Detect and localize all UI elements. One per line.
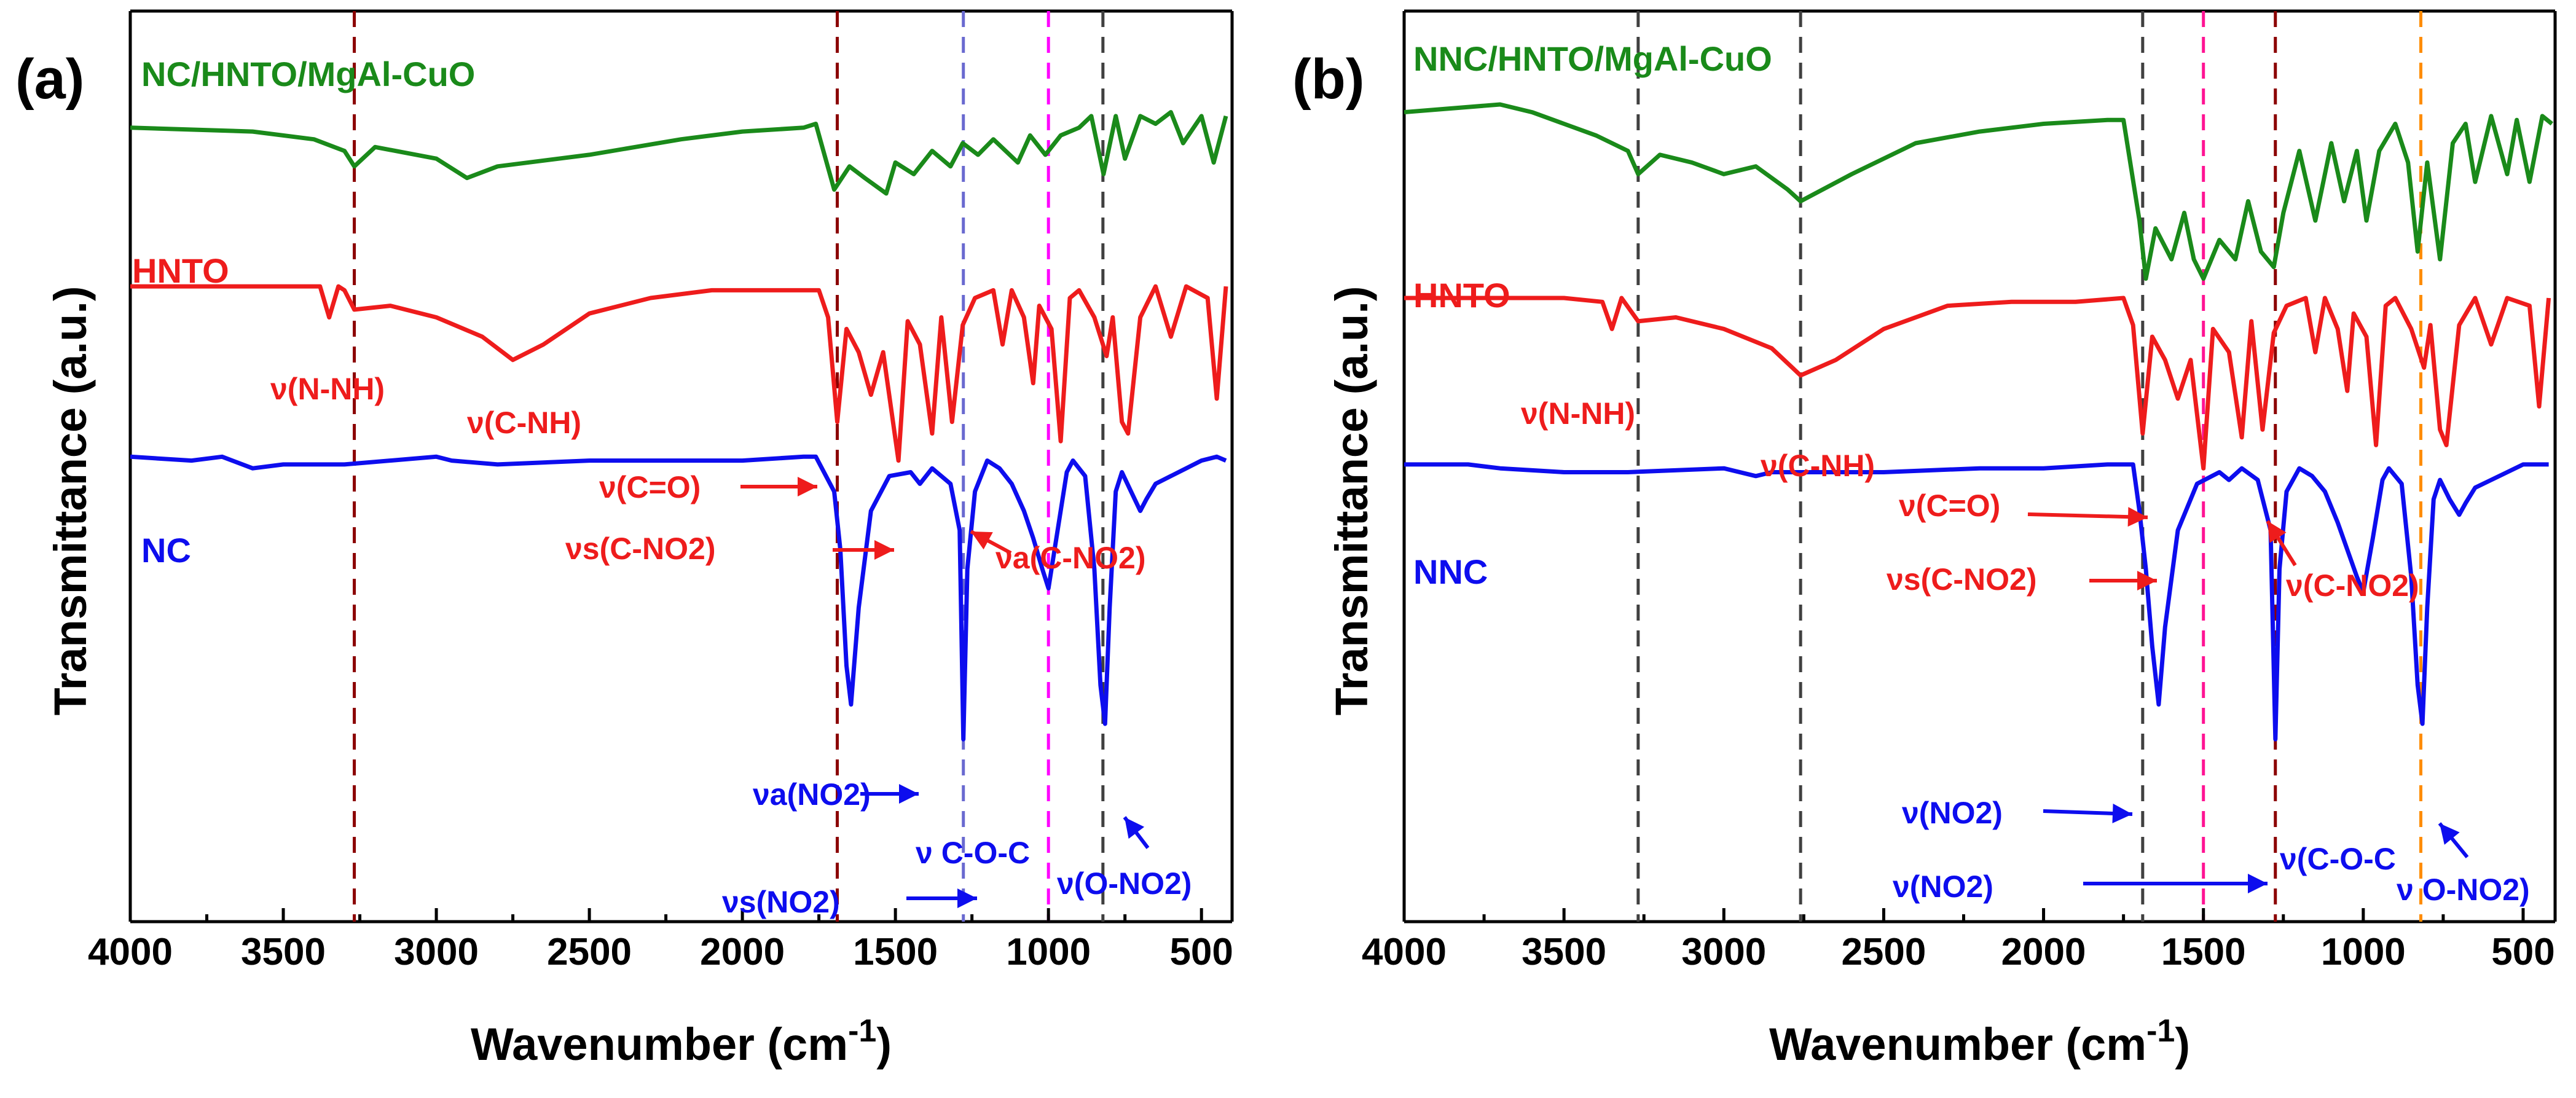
peak-annotation: ν(C-O-C	[2280, 842, 2396, 876]
peak-annotation: ν O-NO2)	[2397, 873, 2530, 907]
series-label: NC/HNTO/MgAl-CuO	[141, 55, 475, 93]
annotation-arrow	[2027, 512, 2148, 519]
x-tick-label: 2500	[547, 931, 632, 973]
x-tick-label: 1500	[853, 931, 938, 973]
peak-annotation: ν(C-NH)	[1761, 449, 1875, 483]
annotation-arrowhead	[2127, 507, 2148, 527]
peak-annotation: νa(NO2)	[753, 777, 871, 812]
series-label: NNC	[1413, 552, 1488, 591]
y-axis-title: Transmittance (a.u.)	[1326, 286, 1377, 715]
annotation-arrowhead	[2137, 571, 2157, 590]
peak-annotation: ν(C=O)	[599, 470, 701, 504]
peak-annotation: νa(C-NO2)	[995, 541, 1145, 575]
peak-annotation: νs(NO2)	[722, 885, 840, 919]
annotation-arrowhead	[2112, 803, 2132, 823]
y-axis-title: Transmittance (a.u.)	[45, 286, 96, 715]
panel-label: (a)	[15, 48, 84, 111]
x-tick-label: 2000	[2001, 931, 2086, 973]
peak-annotation: ν(NO2)	[1893, 869, 1993, 904]
series-line	[130, 110, 1228, 196]
peak-annotation: ν(C-NO2)	[2286, 568, 2419, 603]
panel-label: (b)	[1292, 48, 1364, 111]
peak-annotation: ν(C=O)	[1899, 488, 2000, 523]
peak-annotation: ν(N-NH)	[1521, 396, 1635, 431]
series-line	[1404, 102, 2553, 281]
series-line	[130, 284, 1228, 463]
annotation-arrowhead	[798, 477, 817, 496]
annotation-arrowhead	[957, 888, 977, 908]
x-tick-label: 3000	[394, 931, 479, 973]
x-tick-label: 4000	[88, 931, 173, 973]
series-line	[1404, 296, 2551, 471]
annotation-arrowhead	[2440, 823, 2460, 845]
annotation-arrowhead	[899, 784, 919, 804]
series-label: HNTO	[132, 251, 229, 290]
series-line	[130, 454, 1227, 742]
series-label: HNTO	[1413, 276, 1510, 315]
series-label: NNC/HNTO/MgAl-CuO	[1413, 39, 1772, 78]
annotation-arrowhead	[874, 540, 894, 560]
x-tick-label: 3500	[241, 931, 326, 973]
annotation-arrowhead	[971, 531, 993, 550]
annotation-arrowhead	[2268, 521, 2287, 543]
peak-annotation: νs(C-NO2)	[565, 531, 715, 566]
series-line	[1404, 462, 2549, 742]
panel-b: 4000 3500 3000 2500 2000 1500 1000 500 NNC/HNTO/…	[1292, 9, 2557, 1070]
annotation-arrowhead	[1125, 817, 1145, 839]
x-tick-label: 1000	[2321, 931, 2406, 973]
x-axis-title: Wavenumber (cm-1)	[1769, 1013, 2190, 1070]
peak-annotation: ν(N-NH)	[270, 372, 385, 406]
peak-annotation: ν(NO2)	[1902, 796, 2003, 830]
x-axis-title: Wavenumber (cm-1)	[471, 1013, 892, 1070]
x-tick-label: 3500	[1522, 931, 1606, 973]
panel-a: 4000 3500 3000 2500 2000 1500 1000 500 NC/HNTO/M…	[15, 9, 1234, 1070]
annotation-arrowhead	[2248, 874, 2268, 893]
peak-annotation: ν(O-NO2)	[1057, 866, 1192, 901]
peak-annotation: ν(C-NH)	[467, 406, 581, 440]
x-tick-label: 2500	[1841, 931, 1926, 973]
x-tick-label: 3000	[1681, 931, 1766, 973]
x-tick-label: 500	[2491, 931, 2554, 973]
x-tick-label: 500	[1169, 931, 1233, 973]
x-tick-label: 2000	[700, 931, 785, 973]
x-tick-label: 4000	[1362, 931, 1447, 973]
peak-annotation: ν C-O-C	[916, 836, 1030, 870]
series-label: NC	[141, 531, 191, 570]
peak-annotation: νs(C-NO2)	[1887, 562, 2036, 597]
x-tick-label: 1000	[1006, 931, 1091, 973]
x-tick-label: 1500	[2161, 931, 2246, 973]
